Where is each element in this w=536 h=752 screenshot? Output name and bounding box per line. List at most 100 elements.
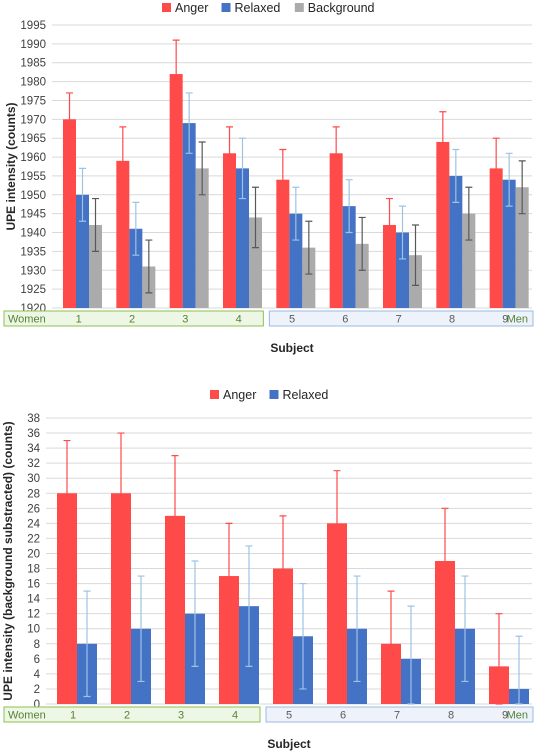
x-tick-label: 9 (502, 710, 508, 722)
y-tick-label: 12 (27, 609, 40, 621)
legend-swatch-relaxed (221, 3, 231, 12)
y-tick-label: 1965 (20, 133, 46, 145)
bar-relaxed (502, 179, 516, 308)
error-bar-anger (332, 126, 340, 181)
error-bar-background (252, 186, 259, 249)
y-tick-label: 1990 (20, 39, 46, 51)
x-tick-label: 7 (396, 314, 402, 326)
x-axis-label: Subject (270, 341, 313, 355)
bar-anger (169, 74, 183, 308)
bar-relaxed (236, 168, 249, 308)
bar-anger (273, 568, 293, 704)
x-tick-label: 3 (182, 314, 188, 326)
y-tick-label: 16 (27, 579, 40, 591)
y-tick-label: 36 (27, 428, 40, 440)
group-label-men: Men (507, 314, 528, 326)
group-box-men (268, 310, 534, 327)
y-tick-label: 1975 (20, 95, 46, 107)
bar-relaxed (129, 228, 143, 308)
legend-swatch-anger (210, 390, 219, 399)
chart-upe-background-subtracted: 02468101214161820222426283032343638Women… (1, 388, 534, 751)
legend-label-background: Background (308, 1, 375, 15)
error-bar-anger (119, 126, 127, 196)
error-bar-anger (279, 148, 287, 211)
error-bar-background (198, 141, 206, 196)
bar-background (249, 217, 262, 308)
y-tick-label: 18 (27, 564, 40, 576)
legend-label-relaxed: Relaxed (235, 1, 281, 15)
error-bar-anger (441, 507, 449, 615)
y-tick-label: 4 (34, 669, 41, 681)
x-tick-label: 5 (286, 710, 292, 722)
bar-anger (327, 523, 347, 704)
bar-anger (436, 141, 450, 308)
y-tick-label: 6 (34, 654, 40, 666)
bar-background (302, 247, 316, 308)
error-bar-relaxed (83, 590, 91, 698)
error-bar-anger (439, 111, 447, 173)
bar-anger (111, 493, 131, 704)
bar-relaxed (449, 175, 463, 308)
error-bar-relaxed (137, 575, 145, 683)
error-bar-relaxed (399, 205, 406, 260)
y-tick-label: 1980 (20, 77, 46, 89)
bar-relaxed (289, 213, 303, 308)
bar-anger (219, 576, 239, 704)
legend-swatch-relaxed (269, 390, 279, 399)
error-bar-background (412, 224, 419, 286)
error-bar-relaxed (245, 545, 253, 667)
bar-anger (57, 493, 77, 704)
bar-relaxed (396, 232, 409, 308)
error-bar-background (145, 239, 153, 294)
x-tick-label: 2 (124, 710, 130, 722)
bar-anger (276, 179, 290, 308)
error-bar-anger (225, 522, 233, 630)
y-tick-label: 1925 (20, 284, 46, 296)
x-tick-label: 3 (178, 710, 184, 722)
error-bar-anger (63, 439, 71, 547)
bar-anger (383, 224, 396, 308)
error-bar-anger (387, 590, 395, 698)
error-bar-relaxed (191, 560, 199, 667)
x-tick-label: 6 (340, 710, 346, 722)
bar-anger (435, 561, 455, 704)
error-bar-relaxed (132, 201, 140, 256)
bar-anger (63, 119, 76, 308)
error-bar-anger (117, 432, 125, 555)
error-bar-background (358, 216, 366, 271)
legend-label-anger: Anger (175, 1, 208, 15)
group-label-men: Men (507, 710, 528, 722)
y-tick-label: 32 (27, 458, 40, 470)
bar-anger (329, 153, 343, 308)
error-bar-relaxed (292, 186, 300, 241)
x-tick-label: 8 (449, 314, 455, 326)
x-tick-label: 1 (76, 314, 82, 326)
error-bar-relaxed (452, 148, 460, 203)
x-tick-label: 2 (129, 314, 135, 326)
x-tick-label: 7 (394, 710, 400, 722)
group-label-women: Women (8, 710, 46, 722)
error-bar-relaxed (239, 137, 246, 200)
error-bar-relaxed (185, 92, 193, 154)
y-tick-label: 1995 (20, 20, 46, 32)
error-bar-relaxed (345, 179, 353, 234)
y-axis-label: UPE intensity (counts) (4, 102, 18, 230)
bar-background (89, 224, 102, 308)
bar-anger (116, 160, 130, 308)
y-tick-label: 1930 (20, 265, 46, 277)
y-tick-label: 34 (27, 443, 40, 455)
bar-relaxed (342, 206, 356, 308)
x-tick-label: 1 (70, 710, 76, 722)
y-tick-label: 1970 (20, 114, 46, 126)
chart-upe-intensity: 1920192519301935194019451950195519601965… (3, 1, 534, 355)
error-bar-anger (386, 197, 393, 252)
y-tick-label: 10 (27, 624, 40, 636)
error-bar-anger (66, 92, 73, 147)
bar-anger (223, 153, 236, 308)
y-tick-label: 1945 (20, 209, 46, 221)
bar-background (462, 213, 476, 308)
x-axis-label: Subject (267, 737, 310, 751)
y-tick-label: 8 (34, 639, 40, 651)
error-bar-relaxed (515, 635, 523, 705)
y-tick-label: 26 (27, 503, 40, 515)
